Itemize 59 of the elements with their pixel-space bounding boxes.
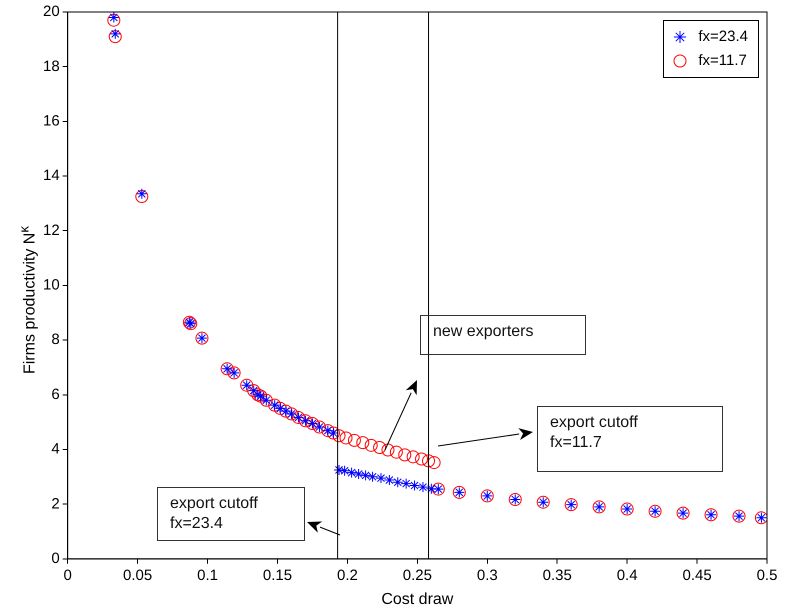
point [364,438,378,452]
y-tick-label: 0 [51,550,60,567]
point [375,472,386,484]
point [346,467,358,478]
point [367,471,378,482]
point [373,441,386,454]
point [392,476,404,488]
y-tick-label: 20 [42,3,60,20]
point [108,30,122,44]
point [353,468,364,480]
note-box: export cutoff fx=23.4 [157,487,305,541]
y-tick-label: 16 [42,112,60,130]
legend-label: fx=11.7 [698,51,747,71]
point [409,480,420,492]
note-box: new exporters [420,315,586,355]
x-tick-label: 0.5 [756,566,778,584]
point [426,483,437,494]
point [422,454,436,468]
point [348,434,361,447]
point [417,482,428,493]
x-tick-label: 0.35 [542,566,572,584]
y-tick-label: 14 [42,167,60,184]
point [110,28,121,40]
legend-label: fx=23.4 [698,27,748,47]
point [108,12,120,23]
y-tick-label: 4 [51,440,60,458]
point [398,448,412,462]
point [356,436,370,450]
y-tick-label: 12 [42,222,60,239]
x-axis-title: Cost draw [381,590,454,608]
point [384,474,395,486]
point [135,190,148,204]
x-tick-label: 0.45 [682,566,712,584]
point [360,470,372,481]
point [334,464,345,476]
point [400,478,412,490]
note-box: export cutoff fx=11.7 [537,406,723,472]
point [136,188,148,200]
x-tick-label: 0.3 [476,566,498,584]
x-tick-label: 0.4 [616,566,638,584]
point [428,456,441,470]
x-tick-label: 0.25 [402,566,432,584]
point [406,450,420,464]
point [107,14,120,27]
x-tick-label: 0.15 [262,566,292,584]
point [340,431,353,444]
point [390,446,403,459]
y-tick-label: 18 [42,58,60,75]
point [381,443,394,456]
x-tick-label: 0.2 [336,566,358,584]
y-tick-label: 6 [51,386,60,403]
x-tick-label: 0.05 [123,566,152,584]
y-tick-label: 2 [51,495,60,512]
point [339,465,350,476]
y-tick-label: 10 [42,276,60,294]
y-tick-label: 8 [51,331,60,348]
x-tick-label: 0.1 [197,566,218,584]
point [415,452,428,466]
x-tick-label: 0 [64,566,72,584]
